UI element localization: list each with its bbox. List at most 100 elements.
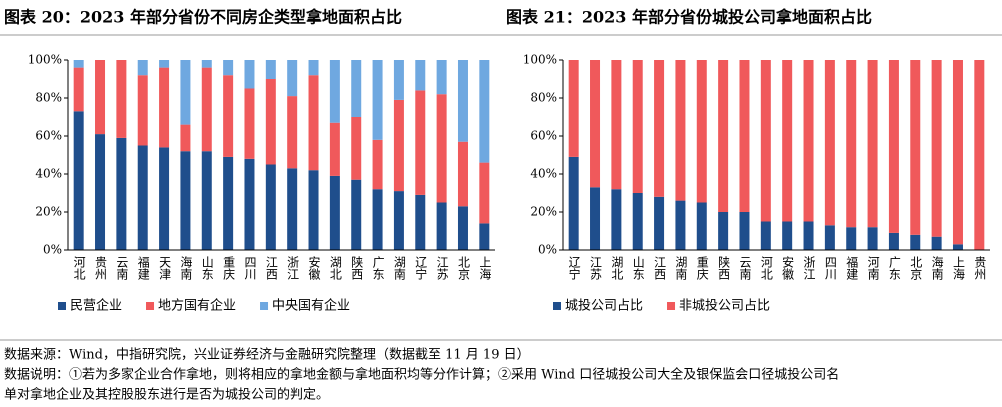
bar-segment — [180, 151, 191, 250]
x-tick-label: 山东 — [200, 256, 214, 280]
x-tick-label: 河南 — [866, 256, 880, 280]
legend-swatch — [260, 302, 269, 310]
bar-segment — [73, 67, 84, 112]
bar-segment — [351, 60, 362, 117]
legend-swatch — [146, 302, 155, 310]
x-tick-label: 安徽 — [307, 255, 321, 280]
bar-segment — [479, 60, 490, 163]
y-tick-label: 40% — [35, 167, 62, 181]
x-tick-label: 江苏 — [589, 256, 603, 280]
x-tick-label: 重庆 — [695, 256, 709, 280]
y-tick-label: 60% — [35, 129, 62, 143]
bar-segment — [867, 60, 878, 228]
bar-segment — [457, 141, 468, 207]
legend-label: 城投公司占比 — [565, 298, 643, 314]
bar-segment — [696, 60, 707, 203]
x-tick-label: 河北 — [72, 256, 86, 281]
legend-swatch — [58, 302, 66, 310]
bar-segment — [393, 191, 404, 250]
bar-segment — [265, 164, 276, 250]
bar-segment — [223, 60, 234, 76]
bar-segment — [457, 60, 468, 142]
y-tick-label: 20% — [35, 205, 62, 219]
bar-segment — [180, 60, 191, 125]
bar-segment — [329, 175, 340, 250]
bar-segment — [846, 227, 857, 250]
x-tick-label: 北京 — [909, 256, 923, 281]
legend-label: 地方国有企业 — [158, 298, 236, 314]
bar-segment — [824, 60, 835, 226]
legend-label: 民营企业 — [70, 298, 122, 314]
bar-segment — [632, 193, 643, 250]
x-tick-label: 辽宁 — [414, 256, 428, 280]
legend-label: 中央国有企业 — [272, 298, 350, 314]
x-tick-label: 山东 — [631, 256, 645, 280]
note: 单对拿地企业及其控股股东进行是否为城投公司的判定。 — [4, 387, 329, 403]
bar-segment — [372, 60, 383, 140]
bar-segment — [611, 60, 622, 190]
bar-segment — [372, 189, 383, 250]
bar-segment — [180, 124, 191, 152]
bar-segment — [116, 60, 127, 138]
y-tick-label: 40% — [530, 167, 557, 181]
x-tick-label: 陕西 — [350, 255, 364, 280]
bar-segment — [718, 212, 729, 250]
bar-segment — [329, 60, 340, 123]
bar-segment — [73, 111, 84, 250]
x-tick-label: 重庆 — [222, 256, 236, 280]
bar-segment — [415, 90, 426, 195]
bar-segment — [824, 225, 835, 250]
x-tick-label: 云南 — [115, 256, 129, 280]
bar-segment — [287, 168, 298, 250]
bar-segment — [803, 60, 814, 222]
x-tick-label: 广东 — [371, 256, 385, 280]
x-tick-label: 天津 — [158, 256, 172, 280]
bar-segment — [201, 60, 212, 68]
bar-segment — [244, 88, 255, 159]
x-tick-label: 贵州 — [94, 256, 108, 280]
bar-segment — [329, 122, 340, 176]
x-tick-label: 四川 — [243, 256, 257, 280]
bar-segment — [287, 96, 298, 169]
y-tick-label: 80% — [530, 91, 557, 105]
x-tick-label: 北京 — [456, 256, 470, 281]
bar-segment — [952, 60, 963, 245]
bar-segment — [675, 200, 686, 250]
bar-segment — [457, 206, 468, 250]
x-tick-label: 江西 — [264, 256, 278, 280]
legend-swatch — [553, 302, 561, 310]
chart-title: 图表 21：2023 年部分省份城投公司拿地面积占比 — [506, 8, 872, 27]
bar-segment — [931, 60, 942, 237]
x-tick-label: 福建 — [845, 255, 859, 281]
bar-segment — [351, 179, 362, 250]
bar-segment — [867, 227, 878, 250]
bar-segment — [287, 60, 298, 97]
bar-segment — [888, 60, 899, 233]
x-tick-label: 广东 — [887, 256, 901, 280]
bar-segment — [611, 189, 622, 250]
bar-segment — [654, 60, 665, 197]
bar-segment — [201, 67, 212, 152]
bar-segment — [568, 156, 579, 250]
bar-segment — [931, 236, 942, 250]
x-tick-label: 湖南 — [674, 255, 688, 280]
x-tick-label: 福建 — [136, 255, 150, 281]
x-tick-label: 湖南 — [392, 255, 406, 280]
bar-segment — [308, 75, 319, 171]
bar-segment — [223, 156, 234, 250]
x-tick-label: 河北 — [759, 256, 773, 281]
bar-segment — [436, 94, 447, 203]
x-tick-label: 四川 — [823, 256, 837, 280]
bar-segment — [782, 221, 793, 250]
bar-segment — [137, 75, 148, 146]
note: 数据来源：Wind，中指研究院，兴业证券经济与金融研究院整理（数据截至 11 月… — [4, 347, 530, 363]
bar-segment — [244, 158, 255, 250]
bar-segment — [760, 60, 771, 222]
bar-segment — [568, 60, 579, 157]
x-tick-label: 辽宁 — [567, 256, 581, 280]
x-tick-label: 海南 — [930, 255, 944, 280]
bar-segment — [952, 244, 963, 250]
bar-segment — [590, 60, 601, 188]
y-tick-label: 100% — [28, 53, 62, 67]
bar-segment — [308, 170, 319, 250]
